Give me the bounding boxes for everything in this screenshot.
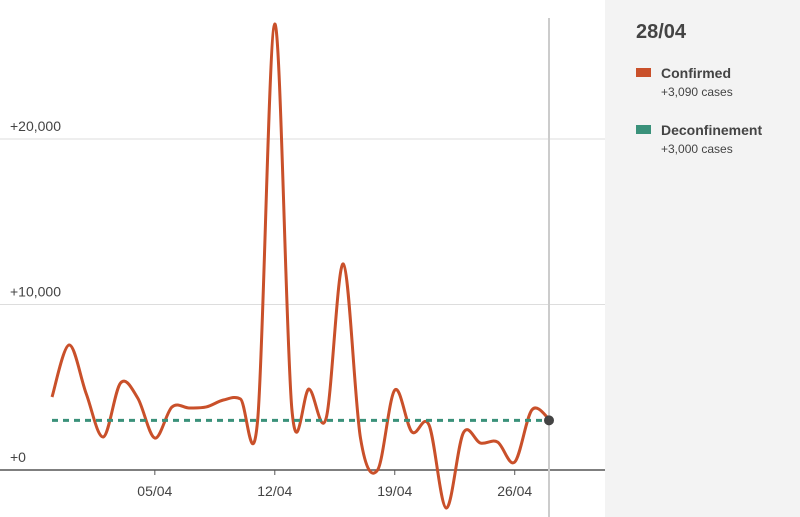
legend-label: Deconfinement: [661, 122, 762, 138]
legend-value: +3,000 cases: [661, 142, 733, 156]
legend-value: +3,090 cases: [661, 85, 733, 99]
legend-title: 28/04: [636, 21, 687, 43]
y-tick-label: +20,000: [10, 118, 61, 134]
x-tick-label: 05/04: [137, 483, 172, 499]
legend-panel: [605, 0, 800, 517]
x-tick-label: 19/04: [377, 483, 412, 499]
legend-label: Confirmed: [661, 65, 731, 81]
series-line: [50, 22, 550, 510]
x-tick-label: 26/04: [497, 483, 532, 499]
x-tick-label: 12/04: [257, 483, 292, 499]
hover-dot: [544, 415, 554, 426]
y-tick-label: +0: [10, 449, 26, 465]
legend-swatch: [636, 68, 651, 77]
y-tick-label: +10,000: [10, 284, 61, 300]
legend-swatch: [636, 125, 651, 134]
